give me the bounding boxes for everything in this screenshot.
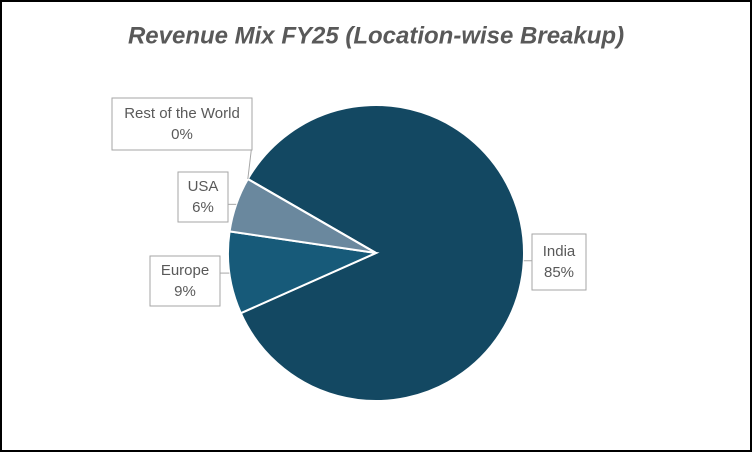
category-label: USA	[188, 178, 219, 195]
value-label: 0%	[171, 126, 193, 143]
pie-slice	[239, 104, 525, 402]
label-box	[149, 255, 221, 307]
chart-title: Revenue Mix FY25 (Location-wise Breakup)	[128, 22, 624, 49]
category-label: Europe	[161, 262, 209, 279]
category-label: Rest of the World	[124, 105, 240, 122]
value-label: 9%	[174, 283, 196, 300]
value-label: 6%	[192, 199, 214, 216]
category-label: India	[543, 243, 576, 260]
label-box	[531, 233, 587, 291]
pie-slice	[227, 230, 380, 315]
value-label: 85%	[544, 264, 574, 281]
pie-slice	[228, 177, 377, 254]
label-box	[111, 97, 253, 151]
label-box	[177, 171, 229, 223]
